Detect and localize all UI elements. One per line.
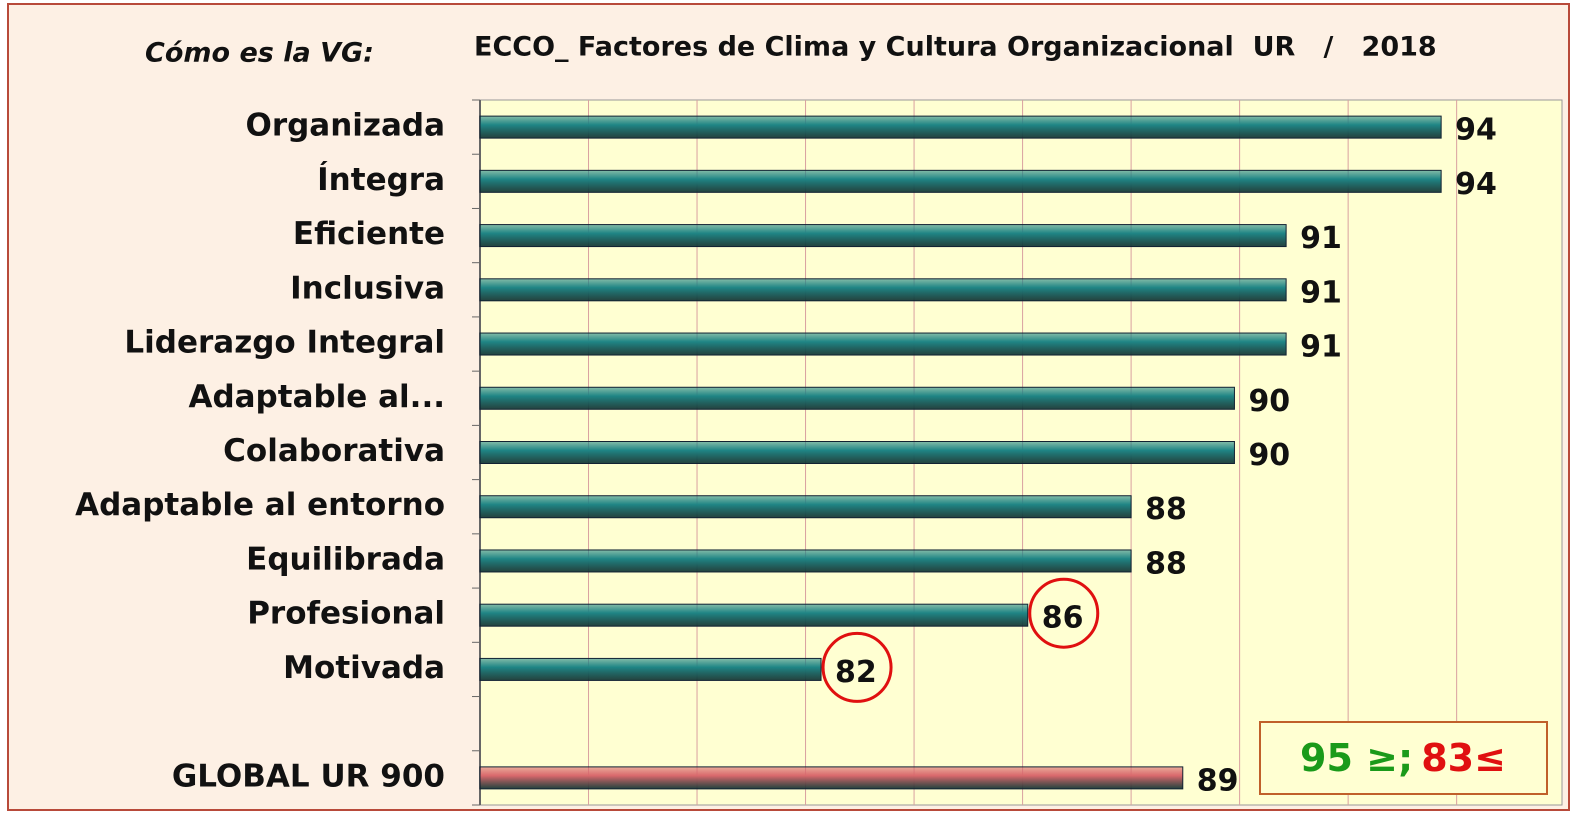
value-label: 90 — [1248, 384, 1290, 419]
y-tick-label: Equilibrada — [246, 541, 445, 577]
y-tick-label: Adaptable al... — [188, 379, 445, 415]
bar — [479, 224, 1287, 248]
y-tick-label: Organizada — [245, 108, 445, 144]
chart-title: ECCO_ Factores de Clima y Cultura Organi… — [474, 32, 1437, 63]
bar — [479, 386, 1235, 410]
value-label: 91 — [1300, 275, 1342, 310]
y-tick-label: Eficiente — [293, 216, 445, 252]
bar — [479, 657, 822, 681]
y-tick-label: Motivada — [283, 650, 445, 686]
value-label: 88 — [1145, 492, 1187, 527]
bar — [479, 603, 1029, 627]
bar — [479, 495, 1132, 519]
legend-box — [1259, 721, 1548, 795]
value-label: 91 — [1300, 221, 1342, 256]
annotation: 95 ≥; 83≤ — [1300, 736, 1506, 780]
value-label: 89 — [1197, 763, 1239, 798]
highlight-circle — [821, 631, 893, 703]
highlight-circle — [1028, 577, 1100, 649]
subtitle: Cómo es la VG: — [145, 38, 374, 69]
y-tick-label: GLOBAL UR 900 — [172, 758, 445, 794]
value-label: 82 — [835, 655, 877, 690]
value-label: 94 — [1455, 167, 1497, 202]
value-label: 91 — [1300, 330, 1342, 365]
y-tick-label: Íntegra — [317, 162, 445, 198]
y-tick-label: Adaptable al entorno — [75, 487, 445, 523]
bar — [479, 169, 1442, 193]
annotation-part: 95 ≥; — [1300, 736, 1413, 780]
bar — [479, 278, 1287, 302]
y-tick-label: Inclusiva — [290, 270, 445, 306]
bar — [479, 766, 1184, 790]
value-label: 86 — [1042, 601, 1084, 636]
bar — [479, 441, 1235, 464]
value-label: 94 — [1455, 113, 1497, 148]
y-tick-label: Colaborativa — [223, 433, 445, 469]
bar — [479, 115, 1442, 139]
y-tick-label: Profesional — [247, 596, 445, 632]
value-label: 88 — [1145, 546, 1187, 581]
annotation-part: 83≤ — [1421, 736, 1506, 780]
bar — [479, 332, 1287, 356]
y-tick-label: Liderazgo Integral — [124, 325, 445, 361]
value-label: 90 — [1248, 438, 1290, 473]
bar — [479, 549, 1132, 573]
